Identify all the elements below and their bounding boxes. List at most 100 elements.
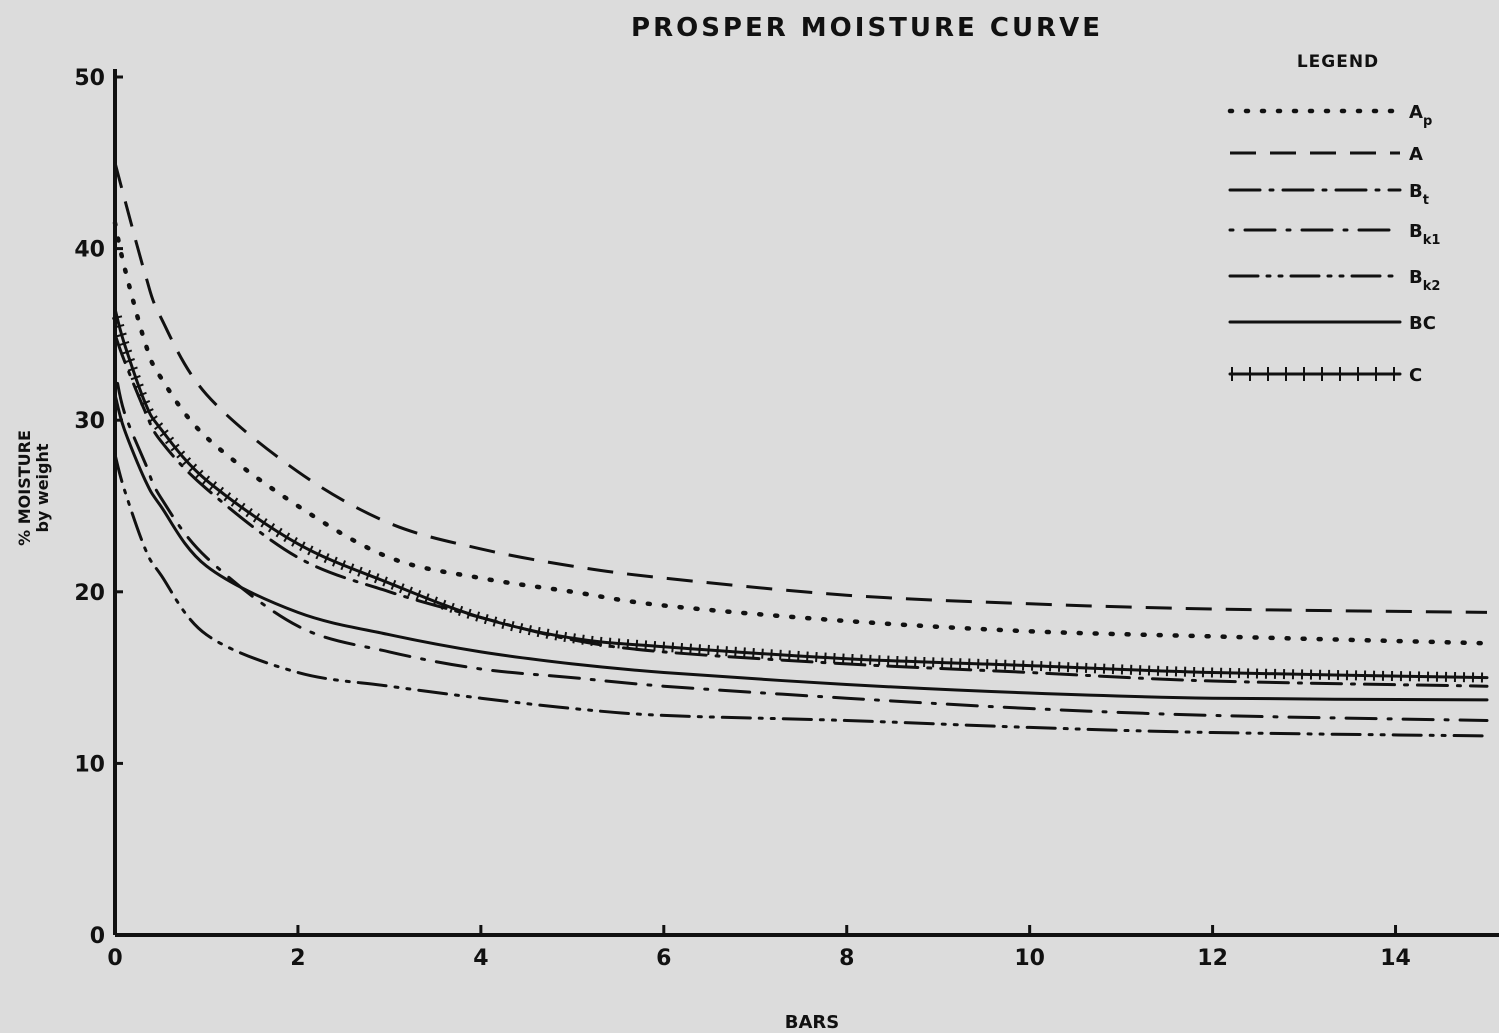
y-axis-label-line1: % MOISTURE (15, 430, 34, 546)
series-line (113, 307, 1489, 680)
series-tick-mark (148, 415, 158, 423)
series-tick-mark (121, 349, 133, 355)
series-tick-mark (797, 650, 800, 662)
series-tick-mark (626, 639, 630, 650)
series-tick-mark (260, 518, 268, 528)
legend-item: BC (1228, 313, 1436, 334)
series-Bk2 (113, 453, 1489, 738)
series-tick-mark (365, 569, 372, 580)
legend: Ap A Bt Bk1 Bk2 BC C (1227, 102, 1440, 386)
x-tick-label: 14 (1380, 946, 1411, 971)
y-tick-label: 20 (74, 581, 105, 606)
series-tick-mark (698, 644, 701, 655)
series-tick-mark (510, 621, 515, 632)
x-tick-label: 2 (290, 946, 305, 971)
series-tick-mark (581, 634, 585, 645)
legend-label-subscript: k1 (1423, 233, 1441, 248)
series-tick-mark (188, 463, 198, 473)
series-tick-mark (449, 602, 455, 613)
y-tick-label: 10 (74, 752, 105, 777)
series-tick-mark (238, 502, 246, 513)
series-line (113, 332, 1489, 688)
series-tick-mark (554, 630, 559, 641)
legend-item: Ap (1227, 102, 1432, 129)
legend-label-subscript: t (1423, 193, 1429, 208)
series-tick-mark (527, 625, 532, 636)
series-tick-mark (323, 553, 330, 564)
series-tick-mark (315, 549, 322, 560)
legend-label-subscript: k2 (1423, 279, 1441, 294)
series-tick-mark (716, 645, 719, 656)
series-tick-mark (440, 599, 447, 610)
x-tick-label: 0 (107, 946, 122, 971)
legend-label: Bt (1409, 181, 1429, 208)
series-tick-mark (116, 332, 127, 338)
series-tick-mark (475, 611, 481, 622)
series-tick-mark (230, 497, 239, 507)
series-tick-mark (599, 636, 603, 647)
series-tick-mark (195, 469, 204, 479)
series-tick-mark (770, 649, 773, 660)
series-tick-mark (216, 486, 224, 496)
series-tick-mark (390, 579, 397, 590)
series-tick-mark (501, 618, 506, 629)
series-tick-mark (519, 623, 524, 634)
x-tick-label: 10 (1014, 946, 1045, 971)
series-tick-mark (340, 560, 346, 571)
series-tick-mark (245, 507, 253, 518)
series-tick-mark (788, 650, 791, 661)
series-tick-mark (572, 633, 576, 644)
series-tick-mark (127, 366, 138, 372)
series-tick-mark (734, 646, 737, 657)
series-tick-mark (398, 583, 405, 594)
series-Bk1 (113, 367, 1489, 722)
series-tick-mark (252, 513, 261, 523)
series-tick-mark (299, 541, 306, 552)
series-tick-mark (653, 640, 657, 652)
series-tick-mark (223, 492, 232, 502)
x-tick-label: 6 (656, 946, 671, 971)
series-line (113, 393, 1489, 702)
series-BC (113, 393, 1489, 702)
series-tick-mark (143, 408, 154, 415)
series-tick-mark (842, 653, 845, 664)
series-tick-mark (779, 649, 782, 660)
series-tick-mark (492, 616, 498, 627)
series-tick-mark (373, 573, 380, 584)
legend-label: Bk2 (1409, 267, 1440, 294)
chart-title: PROSPER MOISTURE CURVE (631, 13, 1103, 43)
series-tick-mark (689, 643, 692, 654)
series-C (112, 307, 1489, 683)
series-layer (112, 162, 1490, 738)
series-tick-mark (164, 436, 175, 445)
series-line (113, 162, 1488, 614)
legend-item: Bk1 (1228, 221, 1440, 248)
series-tick-mark (635, 639, 639, 650)
series-tick-mark (833, 653, 836, 664)
series-tick-mark (209, 481, 217, 491)
axis-ticks: 0 2 4 6 8 10 12 14 0 10 20 30 40 50 (74, 66, 1410, 971)
series-tick-mark (752, 648, 755, 659)
x-tick-label: 8 (839, 946, 854, 971)
series-tick-mark (124, 358, 135, 364)
series-tick-mark (133, 383, 144, 389)
legend-label: Bk1 (1409, 221, 1440, 248)
series-tick-mark (483, 614, 489, 625)
y-tick-label: 0 (90, 924, 105, 949)
series-tick-mark (119, 340, 130, 346)
series-tick-mark (671, 642, 675, 653)
series-tick-mark (182, 457, 192, 466)
series-tick-mark (307, 545, 314, 556)
series-tick-mark (432, 596, 438, 607)
series-tick-mark (743, 647, 746, 658)
series-tick-mark (662, 641, 666, 652)
series-tick-mark (725, 646, 728, 657)
series-tick-mark (202, 475, 211, 485)
series-A (113, 162, 1488, 614)
series-tick-mark (291, 537, 298, 547)
series-tick-mark (176, 450, 186, 459)
series-tick-mark (815, 651, 818, 663)
series-tick-mark (680, 642, 684, 654)
series-tick-mark (130, 375, 141, 381)
